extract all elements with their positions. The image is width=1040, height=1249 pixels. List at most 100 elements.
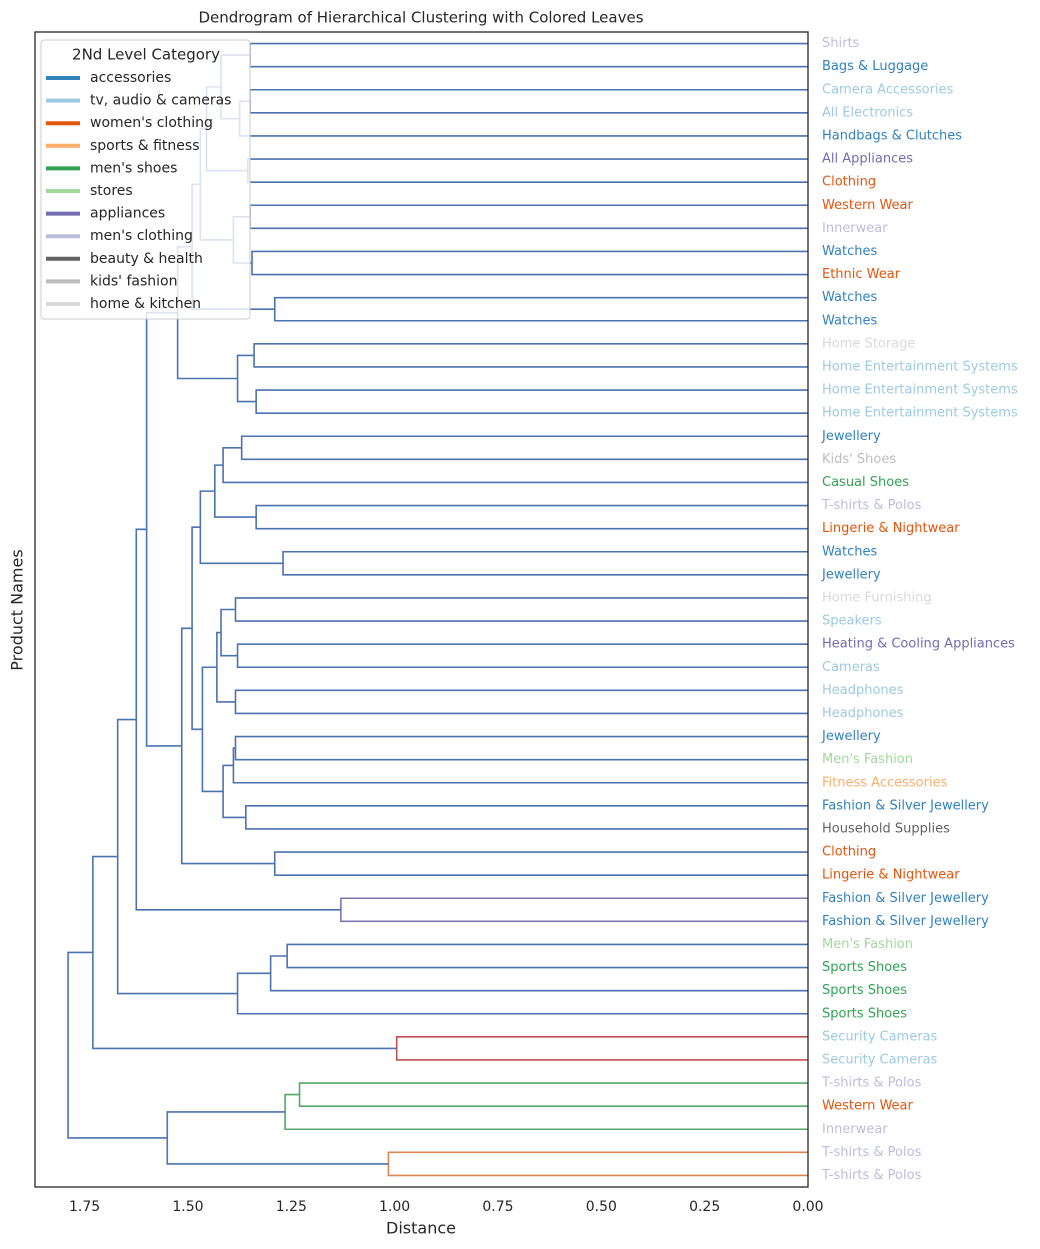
leaf-label: Ethnic Wear — [822, 267, 901, 282]
legend-label: stores — [90, 183, 133, 199]
link — [199, 490, 284, 565]
link — [236, 972, 808, 1015]
leaf-label: T-shirts & Polos — [821, 1168, 922, 1183]
legend-title: 2Nd Level Category — [72, 46, 220, 64]
leaf-label: Heating & Cooling Appliances — [822, 637, 1015, 652]
legend-label: accessories — [90, 70, 171, 86]
leaf-label: Jewellery — [821, 567, 881, 582]
leaf-label: Watches — [822, 544, 877, 559]
leaf-label: Casual Shoes — [822, 475, 909, 490]
link — [92, 855, 397, 1050]
link — [222, 764, 246, 819]
leaf-label: Home Entertainment Systems — [822, 406, 1018, 421]
leaf-label: Home Furnishing — [822, 590, 932, 605]
leaf-label: Jewellery — [821, 729, 881, 744]
leaf-label: Home Entertainment Systems — [822, 383, 1018, 398]
link — [273, 851, 808, 876]
x-tick-label: 0.25 — [689, 1199, 720, 1215]
link — [251, 250, 808, 276]
link — [236, 643, 808, 669]
link — [282, 550, 808, 576]
leaf-label: T-shirts & Polos — [821, 1076, 922, 1091]
link — [145, 311, 182, 747]
link — [298, 1082, 808, 1107]
link — [180, 627, 275, 865]
leaf-label: Clothing — [822, 845, 876, 860]
leaf-label: Watches — [822, 244, 877, 259]
leaf-label: All Appliances — [822, 152, 913, 167]
legend-label: home & kitchen — [90, 296, 201, 312]
link — [284, 1093, 808, 1131]
link — [340, 897, 808, 923]
leaf-label: Fashion & Silver Jewellery — [822, 914, 989, 929]
link — [245, 805, 808, 830]
link — [222, 447, 808, 484]
legend-label: kids' fashion — [90, 273, 177, 289]
leaf-label: Home Entertainment Systems — [822, 359, 1018, 374]
leaf-label: Sports Shoes — [822, 1006, 907, 1021]
leaf-label: Lingerie & Nightwear — [822, 868, 960, 883]
leaf-label: Handbags & Clutches — [822, 128, 962, 143]
link — [240, 435, 808, 461]
leaf-label: Shirts — [822, 36, 860, 51]
legend-label: men's clothing — [90, 228, 193, 244]
link — [286, 943, 808, 969]
legend-label: appliances — [90, 206, 165, 222]
leaf-label: Innerwear — [822, 221, 888, 236]
leaf-label: Security Cameras — [822, 1029, 938, 1044]
plot-frame — [34, 31, 809, 1188]
leaf-label: Men's Fashion — [822, 937, 913, 952]
link — [247, 158, 808, 183]
link — [234, 735, 808, 761]
chart-title: Dendrogram of Hierarchical Clustering wi… — [198, 9, 643, 27]
leaf-label: Men's Fashion — [822, 752, 913, 767]
legend-label: sports & fitness — [90, 138, 199, 154]
leaf-label: T-shirts & Polos — [821, 1145, 922, 1160]
link — [395, 1036, 808, 1061]
x-tick-label: 1.50 — [172, 1199, 203, 1215]
legend-label: men's shoes — [90, 160, 177, 176]
leaf-label: Sports Shoes — [822, 960, 907, 975]
link — [214, 464, 257, 518]
leaf-label: Fashion & Silver Jewellery — [822, 798, 989, 813]
leaf-label: Household Supplies — [822, 821, 950, 836]
link — [201, 666, 224, 793]
x-tick-label: 0.50 — [586, 1199, 617, 1215]
link — [255, 389, 808, 414]
legend-label: women's clothing — [90, 115, 213, 131]
leaf-label: Camera Accessories — [822, 82, 954, 97]
x-tick-label: 0.00 — [792, 1199, 823, 1215]
legend-label: tv, audio & cameras — [90, 93, 231, 109]
leaf-label: Innerwear — [822, 1122, 888, 1137]
x-tick-label: 1.00 — [379, 1199, 410, 1215]
leaf-label: Western Wear — [822, 198, 914, 213]
leaf-label: Fashion & Silver Jewellery — [822, 891, 989, 906]
leaf-label: T-shirts & Polos — [821, 498, 922, 513]
link — [249, 204, 808, 230]
link — [236, 354, 257, 403]
leaf-label: Western Wear — [822, 1099, 914, 1114]
leaf-label: Kids' Shoes — [822, 452, 896, 467]
x-tick-label: 1.75 — [69, 1199, 100, 1215]
leaf-label: Jewellery — [821, 429, 881, 444]
link — [67, 951, 168, 1139]
legend-box — [40, 39, 251, 320]
link — [387, 1151, 808, 1177]
link — [253, 343, 808, 368]
link — [273, 296, 808, 322]
leaf-label: Sports Shoes — [822, 983, 907, 998]
y-axis-label: Product Names — [8, 549, 27, 670]
legend-label: beauty & health — [90, 251, 203, 267]
x-axis-label: Distance — [386, 1219, 456, 1238]
leaf-label: Clothing — [822, 175, 876, 190]
link — [238, 100, 808, 137]
leaf-label: Watches — [822, 290, 877, 305]
leaf-label: Bags & Luggage — [822, 59, 928, 74]
link — [255, 504, 808, 530]
leaf-label: Speakers — [822, 614, 882, 629]
leaf-label: Lingerie & Nightwear — [822, 521, 960, 536]
link — [249, 42, 808, 68]
link — [232, 747, 808, 784]
leaf-label: Fitness Accessories — [822, 775, 948, 790]
